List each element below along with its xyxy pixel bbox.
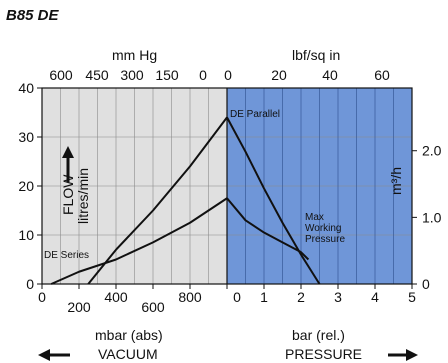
left-ticks: 40 30 20 10 0: [18, 80, 42, 292]
right-tick-label: 1.0: [422, 209, 442, 225]
left-tick-label: 0: [26, 276, 34, 292]
bottom-left-tick-label: 800: [178, 289, 202, 305]
series-label: DE Series: [44, 250, 89, 261]
top-left-tick-label: 0: [199, 67, 207, 83]
right-axis-label: m³/h: [388, 167, 404, 195]
bottom-right-tick-label: 1: [260, 289, 268, 305]
max-pressure-label-1: Max: [305, 212, 324, 223]
top-left-tick-label: 300: [120, 67, 144, 83]
vacuum-arrow-icon: [38, 349, 70, 361]
top-left-tick-label: 600: [49, 67, 73, 83]
bottom-right-axis-label: bar (rel.): [292, 327, 345, 343]
right-tick-label: 0: [422, 276, 430, 292]
pressure-label: PRESSURE: [285, 346, 362, 362]
bottom-right-tick-label: 2: [297, 289, 305, 305]
left-tick-label: 30: [18, 129, 34, 145]
right-ticks: 2.0 1.0 0: [412, 143, 442, 292]
right-tick-label: 2.0: [422, 143, 442, 159]
bottom-left-tick-label: 400: [104, 289, 128, 305]
vacuum-series-line-0: [87, 116, 228, 285]
top-left-tick-label: 450: [85, 67, 109, 83]
top-left-axis-label: mm Hg: [112, 47, 157, 63]
bottom-right-tick-label: 3: [334, 289, 342, 305]
bottom-right-tick-label: 0: [233, 289, 241, 305]
bottom-left-tick-label-lower: 200: [67, 299, 91, 315]
bottom-right-tick-label: 4: [371, 289, 379, 305]
bottom-ticks: 0 400 800 200 600 0 1 2 3 4 5: [38, 284, 416, 315]
flow-label-line1: FLOW: [60, 174, 76, 215]
parallel-label: DE Parallel: [230, 109, 280, 120]
flow-label: FLOW litres/min: [60, 168, 91, 224]
pressure-series-line-1: [226, 197, 310, 261]
top-right-tick-label: 40: [322, 67, 338, 83]
top-right-tick-label: 0: [224, 67, 232, 83]
top-left-tick-label: 150: [155, 67, 179, 83]
max-pressure-label-3: Pressure: [305, 234, 345, 245]
left-tick-label: 10: [18, 227, 34, 243]
chart-title: B85 DE: [6, 7, 60, 24]
left-tick-label: 40: [18, 80, 34, 96]
vacuum-series-line-1: [50, 197, 228, 285]
bottom-left-tick-label-lower: 600: [141, 299, 165, 315]
top-right-axis-label: lbf/sq in: [292, 47, 340, 63]
bottom-right-tick-label: 5: [408, 289, 416, 305]
vacuum-label: VACUUM: [98, 346, 158, 362]
pressure-arrow-icon: [388, 349, 418, 361]
flow-label-line2: litres/min: [75, 168, 91, 224]
pressure-series-line-0: [226, 116, 321, 285]
top-ticks: 600 450 300 150 0 0 20 40 60: [49, 67, 390, 83]
bottom-left-axis-label: mbar (abs): [95, 327, 163, 343]
max-pressure-label-2: Working: [305, 223, 342, 234]
bottom-left-tick-label: 0: [38, 289, 46, 305]
left-tick-label: 20: [18, 178, 34, 194]
top-right-tick-label: 60: [374, 67, 390, 83]
series-group: [50, 116, 321, 285]
top-right-tick-label: 20: [271, 67, 287, 83]
flow-arrow-icon: [62, 146, 74, 182]
